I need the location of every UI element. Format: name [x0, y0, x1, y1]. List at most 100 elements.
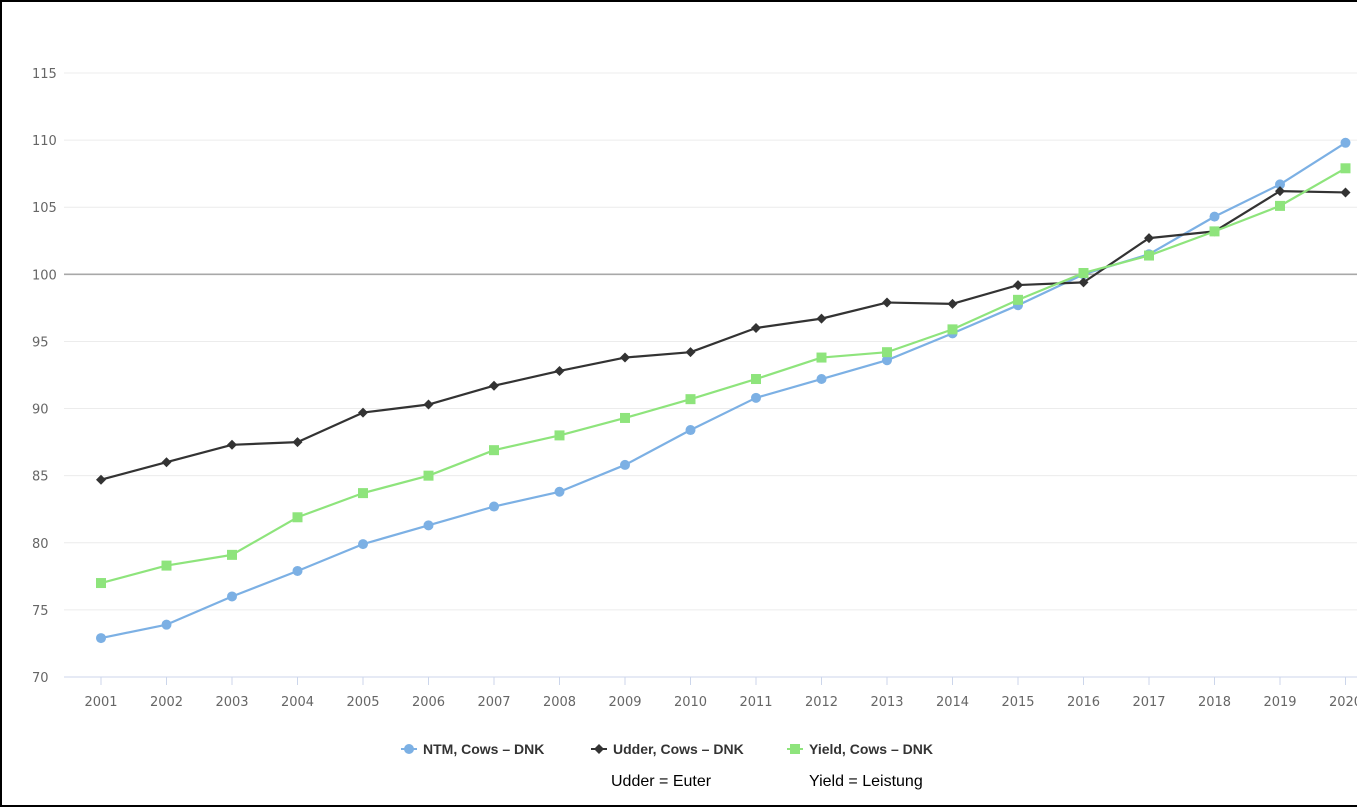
series-line[interactable]	[100, 167, 1347, 585]
data-point[interactable]	[227, 591, 237, 602]
data-point[interactable]	[358, 407, 368, 418]
x-tick-label: 2001	[84, 695, 117, 710]
data-point[interactable]	[620, 459, 630, 470]
data-point[interactable]	[96, 474, 106, 485]
series-layer	[96, 137, 1351, 644]
data-point[interactable]	[685, 394, 696, 405]
data-point[interactable]	[751, 392, 761, 403]
x-tick-label: 2004	[281, 695, 314, 710]
data-point[interactable]	[554, 430, 565, 441]
x-tick-label: 2019	[1263, 695, 1296, 710]
data-point[interactable]	[292, 437, 303, 448]
y-axis: 70 75 80 85 90 95 100 105 110 115	[32, 67, 57, 686]
translation-notes: Udder = Euter Yield = Leistung	[2, 773, 1357, 797]
series-line[interactable]	[100, 190, 1346, 481]
data-point[interactable]	[489, 380, 499, 391]
grid-lines	[64, 72, 1357, 678]
data-point[interactable]	[947, 324, 958, 335]
legend-item[interactable]: NTM, Cows – DNK	[401, 741, 544, 757]
data-point[interactable]	[358, 539, 368, 550]
data-point[interactable]	[161, 457, 172, 468]
data-point[interactable]	[96, 633, 106, 644]
x-tick-label: 2013	[870, 695, 903, 710]
y-tick-label: 90	[32, 403, 49, 418]
data-point[interactable]	[685, 347, 696, 358]
data-point[interactable]	[554, 486, 565, 497]
x-tick-label: 2012	[805, 695, 838, 710]
x-tick-label: 2006	[412, 695, 445, 710]
x-tick-label: 2015	[1001, 695, 1034, 710]
data-point[interactable]	[423, 470, 434, 481]
data-point[interactable]	[620, 412, 630, 423]
data-point[interactable]	[1078, 277, 1089, 288]
data-point[interactable]	[1340, 187, 1351, 198]
y-tick-label: 75	[32, 604, 49, 619]
data-point[interactable]	[489, 445, 499, 456]
data-point[interactable]	[751, 374, 761, 385]
udder-translation-note: Udder = Euter	[611, 773, 712, 790]
x-tick-label: 2009	[608, 695, 641, 710]
series-circle	[96, 137, 1351, 644]
data-point[interactable]	[1275, 200, 1285, 211]
data-point[interactable]	[685, 425, 696, 436]
data-point[interactable]	[751, 323, 761, 334]
y-tick-label: 105	[32, 201, 57, 216]
data-point[interactable]	[292, 565, 303, 576]
data-point[interactable]	[1013, 280, 1023, 291]
data-point[interactable]	[227, 549, 237, 560]
data-point[interactable]	[96, 578, 106, 589]
data-point[interactable]	[882, 355, 892, 366]
y-tick-label: 115	[32, 67, 57, 82]
x-tick-label: 2003	[215, 695, 248, 710]
data-point[interactable]	[1144, 233, 1154, 244]
data-point[interactable]	[423, 520, 434, 531]
x-tick-label: 2002	[150, 695, 183, 710]
data-point[interactable]	[358, 488, 368, 499]
data-point[interactable]	[882, 347, 892, 358]
data-point[interactable]	[882, 297, 892, 308]
data-point[interactable]	[816, 374, 827, 385]
y-tick-label: 95	[32, 335, 49, 350]
data-point[interactable]	[620, 352, 630, 363]
x-tick-label: 2010	[674, 695, 707, 710]
data-point[interactable]	[1013, 294, 1023, 305]
x-tick-label: 2007	[477, 695, 510, 710]
data-point[interactable]	[816, 352, 827, 363]
legend-item[interactable]: Udder, Cows – DNK	[591, 741, 744, 757]
yield-translation-note: Yield = Leistung	[809, 773, 923, 790]
data-point[interactable]	[947, 298, 958, 309]
x-tick-label: 2005	[346, 695, 379, 710]
data-point[interactable]	[1078, 267, 1089, 278]
data-point[interactable]	[1275, 179, 1285, 190]
data-point[interactable]	[554, 365, 565, 376]
data-point[interactable]	[227, 439, 237, 450]
data-point[interactable]	[161, 619, 172, 630]
data-point[interactable]	[489, 501, 499, 512]
legend-label: Yield, Cows – DNK	[809, 741, 933, 757]
legend-marker	[594, 744, 604, 754]
data-point[interactable]	[1144, 250, 1154, 261]
x-tick-label: 2016	[1067, 695, 1100, 710]
data-point[interactable]	[161, 560, 172, 571]
data-point[interactable]	[816, 313, 827, 324]
series-square	[96, 163, 1351, 589]
data-point[interactable]	[1340, 163, 1351, 174]
data-point[interactable]	[423, 399, 434, 410]
series-line[interactable]	[100, 141, 1347, 640]
series-diamond	[96, 186, 1351, 485]
data-point[interactable]	[1275, 186, 1285, 197]
data-point[interactable]	[1209, 226, 1220, 237]
y-tick-label: 110	[32, 134, 57, 149]
x-tick-label: 2020	[1329, 695, 1357, 710]
data-point[interactable]	[292, 512, 303, 523]
data-point[interactable]	[1340, 137, 1351, 148]
y-tick-label: 85	[32, 470, 49, 485]
data-point[interactable]	[1209, 211, 1220, 222]
x-tick-label: 2011	[739, 695, 772, 710]
legend-item[interactable]: Yield, Cows – DNK	[787, 741, 933, 757]
legend-marker	[404, 744, 414, 754]
legend-marker	[790, 744, 800, 754]
legend[interactable]: NTM, Cows – DNK Udder, Cows – DNK Yield, C…	[401, 741, 933, 757]
y-tick-label: 70	[32, 671, 49, 686]
